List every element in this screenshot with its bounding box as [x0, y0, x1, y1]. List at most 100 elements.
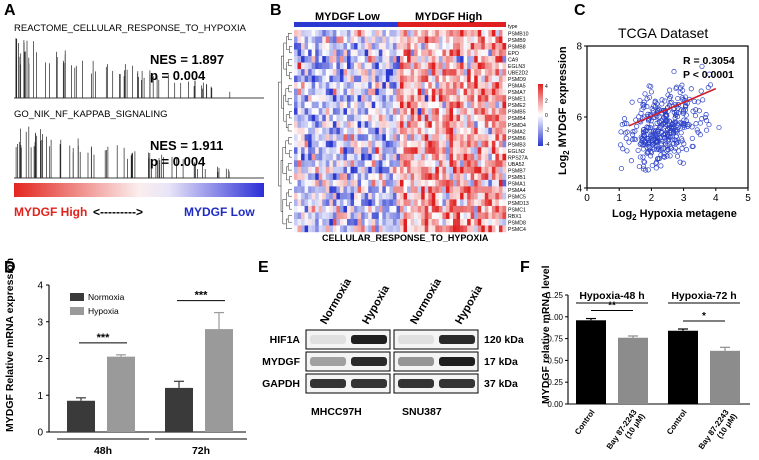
heatmap-cell	[343, 173, 348, 181]
rank-arrow: <--------->	[93, 205, 143, 219]
heatmap-cell	[375, 218, 379, 226]
heatmap-cell	[382, 62, 387, 70]
heatmap-cell	[467, 62, 471, 70]
heatmap-cell	[389, 127, 394, 135]
scatter-point	[640, 163, 647, 169]
heatmap-cell	[491, 69, 496, 76]
d-legend-label: Hypoxia	[88, 306, 119, 316]
heatmap-cell	[297, 43, 302, 50]
heatmap-cell	[481, 218, 485, 226]
heatmap-cell	[438, 88, 443, 96]
heatmap-cell	[400, 36, 404, 44]
heatmap-cell	[378, 160, 383, 168]
heatmap-cell	[354, 166, 358, 174]
heatmap-cell	[364, 101, 369, 109]
heatmap-cell	[368, 186, 372, 194]
heatmap-cell	[456, 205, 461, 213]
heatmap-cell	[364, 166, 369, 174]
heatmap-cell	[378, 147, 383, 155]
heatmap-cell	[347, 153, 351, 161]
gsea-title-1: REACTOME_CELLULAR_RESPONSE_TO_HYPOXIA	[14, 23, 247, 34]
scatter-point	[661, 115, 667, 121]
heatmap-cell	[407, 153, 411, 161]
heatmap-cell	[378, 173, 383, 181]
heatmap-cell	[414, 199, 418, 207]
scatter-point	[624, 129, 630, 135]
heatmap-cell	[325, 153, 330, 161]
heatmap-cell	[364, 75, 369, 83]
scatter-point	[692, 113, 698, 119]
heatmap-cell	[481, 205, 485, 213]
heatmap-cell	[498, 147, 503, 155]
heatmap-cell	[368, 108, 372, 115]
heatmap-cell	[456, 108, 461, 115]
heatmap-cell	[325, 147, 330, 155]
heatmap-cell	[364, 134, 369, 141]
heatmap-cell	[470, 82, 475, 89]
heatmap-cell	[449, 30, 454, 37]
heatmap-cell	[322, 147, 326, 155]
y-tick-label: 4	[576, 184, 582, 195]
heatmap-cell	[470, 205, 475, 213]
heatmap-cell	[389, 140, 394, 148]
heatmap-cell	[414, 88, 418, 96]
group-bar-high	[398, 22, 506, 27]
f-y-tick-label: 0.00	[547, 400, 563, 409]
heatmap-cell	[470, 49, 475, 57]
scatter-point	[669, 99, 675, 105]
heatmap-cell	[417, 82, 422, 89]
heatmap-cell	[325, 75, 330, 83]
heatmap-cell	[414, 36, 418, 44]
heatmap-cell	[460, 108, 464, 115]
heatmap-cell	[467, 166, 471, 174]
heatmap-cell	[325, 166, 330, 174]
scatter-point	[653, 147, 660, 153]
heatmap-cell	[329, 95, 334, 102]
heatmap-cell	[304, 108, 309, 115]
heatmap-cell	[361, 121, 365, 128]
heatmap-cell	[396, 147, 401, 155]
heatmap-cell	[361, 179, 365, 187]
heatmap-cell	[311, 147, 316, 155]
heatmap-cell	[498, 173, 503, 181]
scatter-point	[675, 124, 681, 130]
heatmap-cell	[371, 101, 376, 109]
heatmap-cell	[354, 173, 358, 181]
heatmap-cell	[332, 127, 337, 135]
scatter-point	[647, 124, 653, 131]
heatmap-cell	[417, 212, 422, 220]
heatmap-cell	[470, 121, 475, 128]
heatmap-cell	[421, 127, 425, 135]
heatmap-cell	[368, 140, 372, 148]
heatmap-cell	[297, 140, 302, 148]
heatmap-cell	[467, 205, 471, 213]
heatmap-cell	[484, 62, 489, 70]
heatmap-cell	[385, 140, 390, 148]
heatmap-cell	[315, 62, 319, 70]
heatmap-cell	[407, 88, 411, 96]
heatmap-cell	[460, 36, 464, 44]
heatmap-cell	[357, 62, 362, 70]
heatmap-cell	[361, 173, 365, 181]
heatmap-cell	[375, 108, 379, 115]
regression-line	[628, 87, 717, 127]
heatmap-cell	[294, 166, 298, 174]
heatmap-cell	[407, 225, 411, 233]
heatmap-cell	[400, 225, 404, 233]
heatmap-cell	[304, 192, 309, 200]
heatmap-cell	[417, 36, 422, 44]
heatmap-cell	[470, 134, 475, 141]
heatmap-cell	[371, 173, 376, 181]
heatmap-cell	[495, 62, 500, 70]
heatmap-cell	[488, 43, 493, 50]
heatmap-cell	[336, 153, 341, 161]
heatmap-cell	[357, 218, 362, 226]
heatmap-cell	[495, 199, 500, 207]
heatmap-cell	[442, 69, 447, 76]
heatmap-cell	[304, 36, 309, 44]
heatmap-cell	[385, 30, 390, 37]
heatmap-cell	[396, 140, 401, 148]
heatmap-cell	[371, 205, 376, 213]
heatmap-cell	[502, 30, 507, 37]
heatmap-cell	[339, 121, 344, 128]
